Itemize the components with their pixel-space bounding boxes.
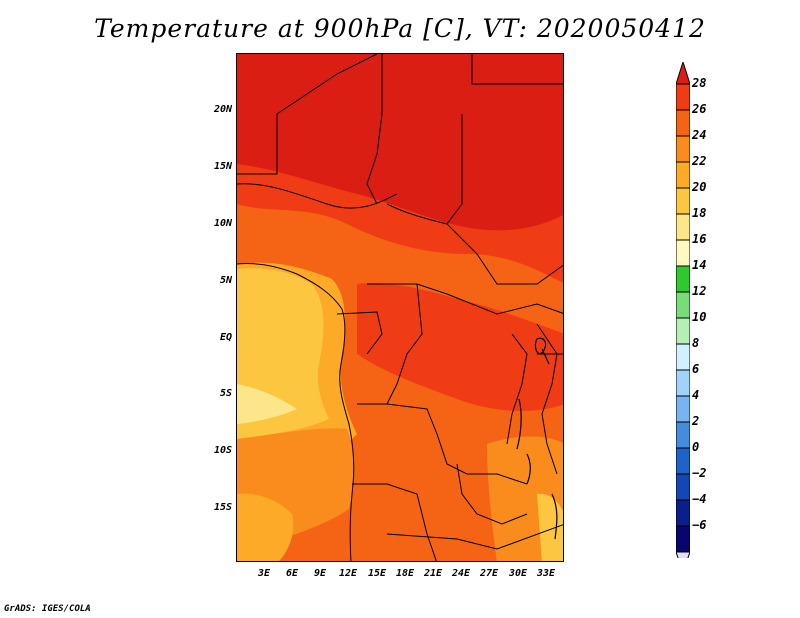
lon-label: 15E	[367, 568, 387, 579]
colorbar-segment	[676, 265, 690, 293]
colorbar-segment	[676, 161, 690, 189]
colorbar-tick-label: 2	[692, 414, 700, 428]
lon-label: 3E	[257, 568, 271, 579]
map-panel	[236, 53, 564, 562]
colorbar-tick-label: 10	[692, 310, 707, 324]
colorbar-segment	[676, 447, 690, 475]
colorbar-tick-label: −4	[692, 492, 707, 506]
colorbar	[676, 62, 690, 558]
lakes	[516, 337, 558, 540]
lon-label: 33E	[536, 568, 556, 579]
colorbar-tick-label: 14	[692, 258, 707, 272]
pale-region	[237, 384, 297, 424]
lon-label: 24E	[451, 568, 471, 579]
colorbar-tick-label: 20	[692, 180, 707, 194]
colorbar-segment	[676, 499, 690, 527]
lon-label: 9E	[313, 568, 327, 579]
colorbar-tick-label: −6	[692, 518, 707, 532]
colorbar-segment	[676, 213, 690, 241]
colorbar-segment	[676, 473, 690, 501]
lon-label: 27E	[479, 568, 499, 579]
colorbar-segment	[676, 317, 690, 345]
footer-credit: GrADS: IGES/COLA	[4, 604, 91, 614]
lat-label: 10N	[213, 218, 232, 229]
colorbar-tick-label: 8	[692, 336, 700, 350]
colorbar-tick-label: 16	[692, 232, 707, 246]
colorbar-bottom-triangle	[676, 551, 690, 558]
colorbar-segment	[676, 395, 690, 423]
lon-label: 30E	[508, 568, 528, 579]
colorbar-segment	[676, 135, 690, 163]
colorbar-tick-label: 22	[692, 154, 707, 168]
lat-label: 20N	[213, 104, 232, 115]
lon-label: 12E	[338, 568, 358, 579]
colorbar-segment	[676, 109, 690, 137]
lat-label: 15S	[213, 502, 232, 513]
central-warm-patch	[357, 283, 563, 411]
colorbar-tick-label: 24	[692, 128, 707, 142]
colorbar-segment	[676, 525, 690, 553]
southwest-amber-region	[237, 493, 294, 561]
colorbar-segment	[676, 421, 690, 449]
colorbar-segment	[676, 291, 690, 319]
colorbar-tick-label: 18	[692, 206, 707, 220]
temperature-map	[237, 54, 563, 561]
chart-title: Temperature at 900hPa [C], VT: 202005041…	[94, 14, 706, 43]
colorbar-tick-label: 0	[692, 440, 700, 454]
colorbar-tick-label: 28	[692, 76, 707, 90]
colorbar-segment	[676, 343, 690, 371]
colorbar-segment	[676, 83, 690, 111]
colorbar-top-triangle	[676, 62, 690, 85]
colorbar-tick-label: 6	[692, 362, 700, 376]
colorbar-tick-label: 26	[692, 102, 707, 116]
colorbar-segment	[676, 369, 690, 397]
lon-label: 18E	[395, 568, 415, 579]
lat-label: EQ	[219, 332, 232, 343]
coastlines	[237, 54, 563, 561]
lon-label: 6E	[285, 568, 299, 579]
lat-label: 10S	[213, 445, 232, 456]
colorbar-tick-label: 12	[692, 284, 707, 298]
colorbar-tick-label: 4	[692, 388, 700, 402]
colorbar-segment	[676, 187, 690, 215]
colorbar-tick-label: −2	[692, 466, 707, 480]
lon-label: 21E	[423, 568, 443, 579]
lat-label: 5N	[219, 275, 232, 286]
colorbar-segment	[676, 239, 690, 267]
lat-label: 15N	[213, 161, 232, 172]
lat-label: 5S	[219, 388, 232, 399]
